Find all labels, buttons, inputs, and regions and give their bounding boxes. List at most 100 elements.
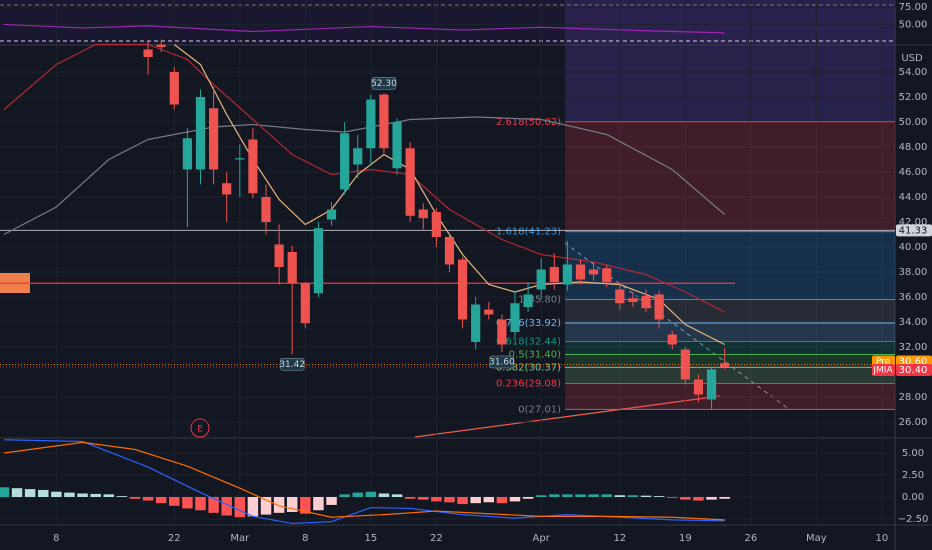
histogram-bar [444, 496, 455, 503]
x-tick-label: 12 [613, 533, 626, 544]
fib-band [565, 323, 895, 342]
candle-body [471, 304, 481, 342]
annotation-box [489, 355, 515, 369]
candle-body [156, 44, 166, 47]
y-tick-label: 52.00 [899, 92, 928, 103]
x-tick-label: 22 [168, 533, 181, 544]
candle-body [457, 259, 468, 320]
candle-body [418, 209, 428, 219]
candle-body [641, 295, 651, 309]
annotation-label: 52.30 [371, 79, 397, 89]
y-tick-label: 34.00 [899, 317, 928, 328]
earnings-icon[interactable] [190, 418, 210, 438]
candle-body [589, 269, 599, 275]
candle-body [497, 319, 507, 345]
histogram-bar [182, 496, 193, 509]
x-tick-label: 22 [430, 533, 443, 544]
y-tick-label: 26.00 [899, 417, 928, 428]
x-tick-label: 26 [744, 533, 757, 544]
histogram-bar [24, 489, 36, 497]
histogram-bar [116, 496, 128, 497]
y-tick-label: 42.00 [899, 217, 928, 228]
histogram-bar [260, 496, 272, 515]
histogram-bar [509, 496, 521, 502]
y-tick-label: 2.50 [902, 470, 924, 481]
fib-label: 2.618(50.02) [496, 117, 561, 128]
candle-body [680, 349, 690, 380]
histogram-bar [51, 491, 62, 497]
y-tick-label: 54.00 [899, 67, 928, 78]
annotation-box [279, 358, 305, 371]
x-tick-label: Apr [533, 533, 551, 544]
histogram-bar [221, 496, 232, 516]
price-label: 41.33 [899, 225, 928, 236]
candle-body [169, 72, 179, 105]
x-tick-label: 8 [302, 533, 308, 544]
candle-body [444, 237, 455, 265]
y-tick-label: 32.00 [899, 342, 928, 353]
x-tick-label: 8 [53, 533, 59, 544]
candle-body [693, 379, 704, 395]
currency: USD [901, 53, 923, 64]
histogram-bar [719, 496, 730, 499]
candle-body [575, 264, 586, 280]
candle-body [628, 298, 638, 302]
fib-label: 0.618(32.44) [496, 337, 561, 348]
x-tick-label: 10 [876, 533, 889, 544]
price-label: 30.40 [899, 365, 928, 376]
fib-band [565, 231, 895, 300]
histogram-bar [470, 496, 481, 504]
fib-label: 1(35.80) [518, 295, 561, 306]
histogram-bar [522, 496, 534, 499]
trend-line [414, 395, 721, 438]
fib-band [565, 341, 895, 355]
candle-body [248, 139, 258, 194]
candle-body [353, 148, 363, 165]
histogram-bar [535, 495, 547, 497]
histogram-bar [418, 496, 429, 500]
indicator-line [3, 116, 726, 236]
price-label: 30.60 [899, 357, 928, 368]
histogram-bar [208, 496, 219, 513]
histogram-bar [129, 496, 141, 499]
candle-body [720, 363, 730, 367]
candle-body [313, 228, 324, 294]
candle-body [366, 99, 376, 149]
candle-body [562, 264, 572, 285]
fib-label: 0.236(29.08) [496, 379, 561, 390]
histogram-bar [169, 496, 180, 506]
histogram-bar [142, 496, 154, 501]
fib-band [565, 367, 895, 384]
candle-body [549, 267, 559, 282]
annotation-label: 31.42 [279, 360, 305, 370]
indicator-line [3, 441, 725, 521]
histogram-bar [575, 494, 586, 497]
indicator-line [3, 43, 725, 313]
y-tick-label: 75.00 [899, 2, 928, 13]
histogram-bar [693, 496, 704, 501]
price-label-box [896, 364, 932, 376]
candle-body [523, 294, 533, 307]
histogram-bar [653, 496, 665, 497]
histogram-bar [483, 496, 495, 503]
candle-body [326, 209, 337, 220]
x-tick-label: Mar [230, 533, 250, 544]
histogram-bar [0, 487, 10, 497]
fib-label: 0(27.01) [518, 404, 561, 415]
y-tick-label: 40.00 [899, 242, 928, 253]
histogram-bar [588, 494, 599, 497]
indicator-line [3, 23, 725, 34]
y-tick-label: 38.00 [899, 267, 928, 278]
fib-label: 0.786(33.92) [496, 318, 561, 329]
earnings-letter: E [197, 425, 203, 435]
y-tick-label: −2.50 [898, 514, 929, 525]
candle-body [235, 158, 245, 160]
candle-body [536, 269, 546, 290]
histogram-bar [352, 492, 363, 497]
histogram-bar [339, 494, 350, 497]
histogram-bar [666, 496, 678, 498]
y-tick-label: 5.00 [902, 448, 924, 459]
candle-body [340, 133, 350, 190]
fib-top-zone [565, 0, 895, 122]
